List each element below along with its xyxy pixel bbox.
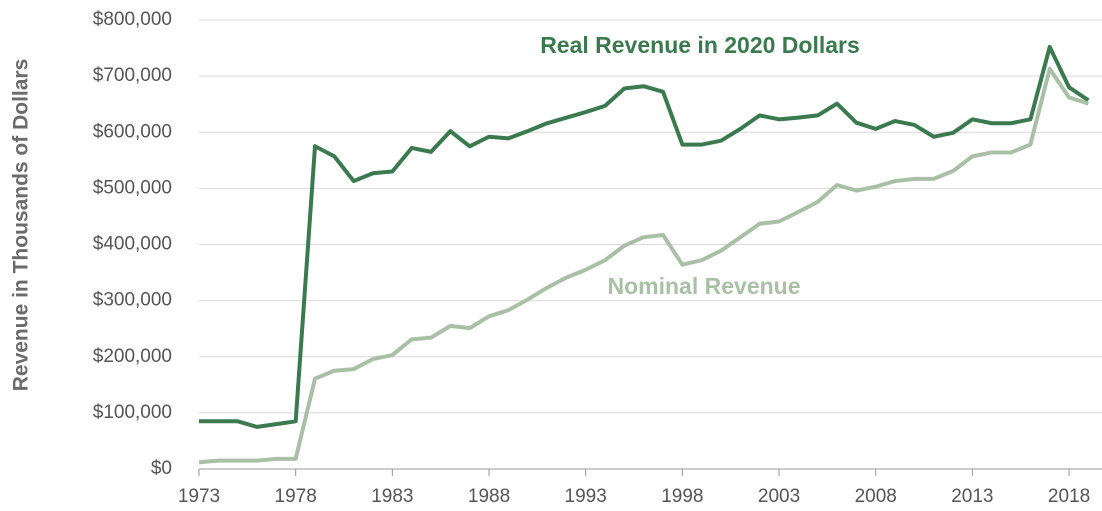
y-tick-label: $100,000 [93, 402, 172, 423]
x-tick-label: 2003 [758, 486, 800, 507]
y-tick-label: $400,000 [93, 234, 172, 255]
x-tick-label: 1998 [661, 486, 703, 507]
y-axis-label: Revenue in Thousands of Dollars [10, 59, 33, 392]
x-tick-label: 1983 [371, 486, 413, 507]
y-tick-label: $300,000 [93, 290, 172, 311]
y-tick-label: $0 [151, 458, 172, 479]
series-label: Real Revenue in 2020 Dollars [540, 32, 860, 58]
y-tick-label: $600,000 [93, 121, 172, 142]
x-tick-label: 1978 [275, 486, 317, 507]
x-tick-label: 1993 [565, 486, 607, 507]
y-tick-label: $200,000 [93, 346, 172, 367]
x-tick-label: 2013 [951, 486, 993, 507]
x-tick-label: 1973 [178, 486, 220, 507]
y-tick-label: $500,000 [93, 177, 172, 198]
series-line [198, 66, 1090, 465]
series-line [199, 44, 1090, 429]
series-label: Nominal Revenue [608, 273, 801, 299]
y-tick-label: $800,000 [93, 9, 172, 30]
y-tick-label: $700,000 [93, 65, 172, 86]
x-tick-label: 1988 [468, 486, 510, 507]
x-tick-label: 2018 [1048, 486, 1090, 507]
x-tick-label: 2008 [855, 486, 897, 507]
